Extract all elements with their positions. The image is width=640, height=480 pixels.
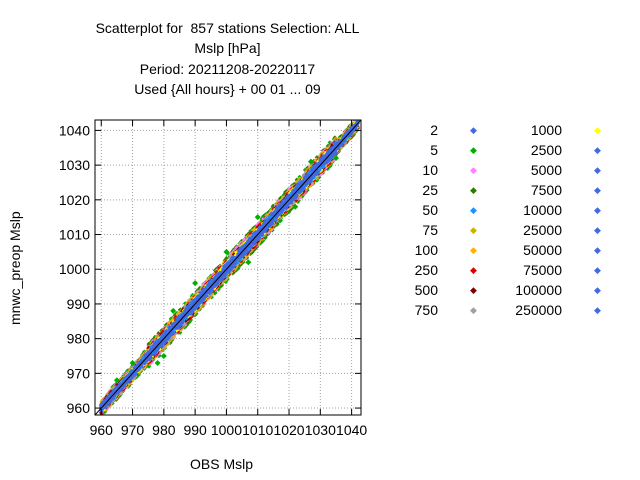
data-point	[237, 242, 243, 248]
title-line-1: Scatterplot for 857 stations Selection: …	[95, 20, 360, 36]
title-line-4: Used {All hours} + 00 01 ... 09	[134, 81, 321, 97]
data-point	[182, 301, 188, 306]
data-point	[188, 317, 194, 323]
title-line-2: Mslp [hPa]	[194, 40, 261, 56]
data-point	[216, 265, 221, 270]
data-points	[95, 120, 361, 415]
title-line-3: Period: 20211208-20220117	[139, 61, 316, 77]
data-point	[271, 203, 276, 209]
data-point	[275, 221, 280, 226]
